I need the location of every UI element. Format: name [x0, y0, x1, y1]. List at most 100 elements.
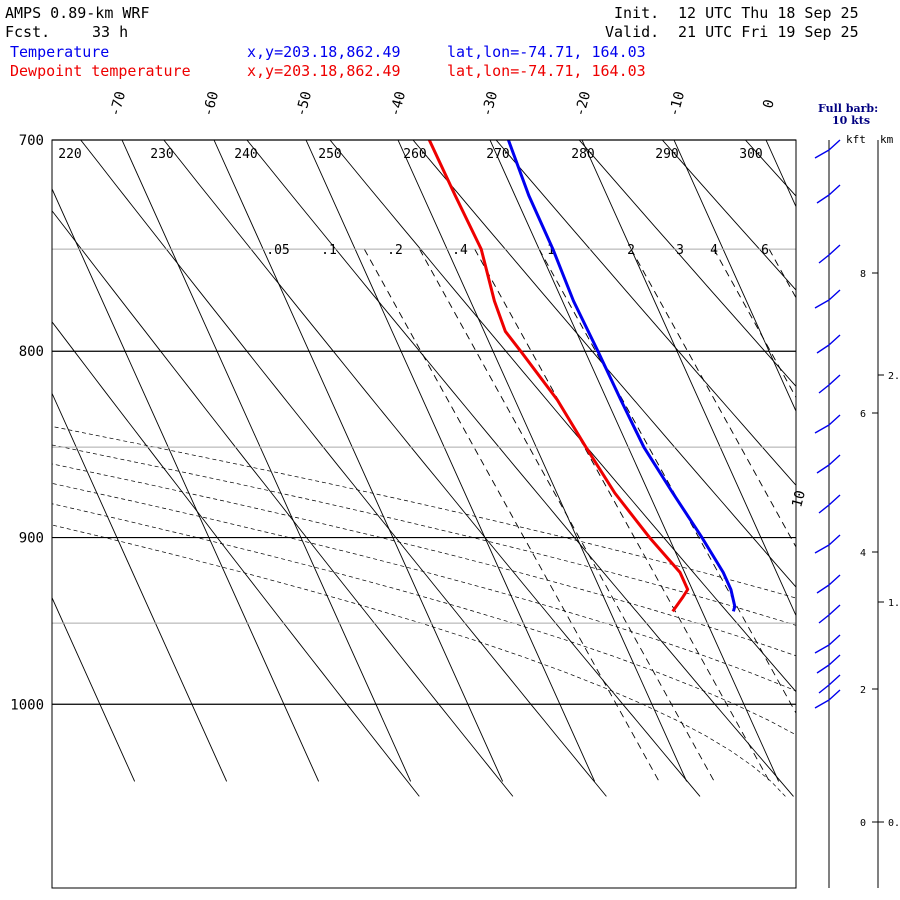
- mixing-ratio-line: [713, 248, 796, 399]
- temperature-label: 0: [760, 98, 778, 110]
- fcst-value: 33 h: [92, 23, 129, 41]
- moist-adiabat: [52, 524, 786, 797]
- isotherm: [673, 140, 796, 413]
- wind-barb: [814, 644, 830, 654]
- moist-adiabat: [52, 503, 796, 736]
- theta-label: 300: [739, 147, 762, 162]
- isotherm: [397, 140, 688, 782]
- kft-tick-label: 4: [860, 548, 866, 559]
- height-axis: 8 6 4 2 0 2. 1. 0.: [860, 140, 900, 888]
- mixing-ratio-label: .05: [266, 243, 289, 258]
- valid-label: Valid.: [605, 23, 660, 41]
- isotherm: [52, 392, 228, 782]
- legend-dewpoint-latlon: lat,lon=-74.71, 164.03: [447, 62, 646, 80]
- temperature-label: -60: [200, 90, 222, 119]
- legend-dewpoint-label: Dewpoint temperature: [10, 62, 191, 80]
- kft-label: kft: [846, 133, 866, 146]
- kft-tick-label: 6: [860, 409, 866, 420]
- dewpoint-line: [427, 140, 690, 613]
- wind-barb: [818, 614, 830, 624]
- temperature-label: -50: [293, 90, 315, 119]
- moist-adiabat: [52, 483, 796, 692]
- theta-label: 290: [655, 147, 678, 162]
- temperature-label: -10: [666, 90, 688, 119]
- valid-value: 21 UTC Fri 19 Sep 25: [678, 23, 859, 41]
- dry-adiabat: [412, 140, 796, 588]
- init-value: 12 UTC Thu 18 Sep 25: [678, 4, 859, 22]
- wind-barb-flag: [828, 244, 841, 256]
- dry-adiabat: [80, 140, 607, 797]
- isotherm: [121, 140, 412, 782]
- pressure-tick-label: 800: [19, 344, 44, 360]
- isotherm: [52, 187, 320, 782]
- theta-label: 220: [58, 147, 81, 162]
- theta-label: 260: [403, 147, 426, 162]
- dry-adiabat: [329, 140, 796, 693]
- wind-barb: [814, 424, 830, 434]
- moist-adiabat: [52, 463, 796, 657]
- wind-barb: [814, 544, 830, 554]
- wind-barb-flag: [828, 689, 841, 701]
- wind-barb: [818, 504, 830, 514]
- mixing-ratio-line: [474, 248, 770, 782]
- isotherm: [305, 140, 596, 782]
- init-label: Init.: [614, 4, 660, 22]
- wind-barb: [814, 699, 830, 709]
- legend-temperature-xy: x,y=203.18,862.49: [247, 43, 401, 61]
- wind-barbs: [814, 139, 841, 888]
- isotherm: [489, 140, 780, 782]
- wind-barb: [814, 299, 830, 309]
- theta-label: 270: [486, 147, 509, 162]
- mixing-ratio-label: 2: [627, 243, 635, 258]
- isotherm: [581, 140, 796, 617]
- wind-key-value: 10 kts: [832, 114, 871, 127]
- theta-label: 240: [234, 147, 257, 162]
- dry-adiabat: [890, 117, 900, 796]
- temperature-label: -70: [107, 90, 129, 119]
- wind-barb-flag: [828, 184, 841, 196]
- dry-adiabat: [246, 140, 794, 797]
- dry-adiabat: [744, 140, 796, 197]
- theta-label: 280: [571, 147, 594, 162]
- wind-barb: [818, 684, 830, 694]
- wind-barb: [816, 664, 830, 674]
- dry-adiabat: [578, 140, 796, 388]
- km-tick-label: 2.: [888, 371, 900, 382]
- mixing-ratio-label: .2: [387, 243, 403, 258]
- legend-dewpoint-xy: x,y=203.18,862.49: [247, 62, 401, 80]
- km-tick-label: 0.: [888, 818, 900, 829]
- mixing-ratio-label: .1: [321, 243, 337, 258]
- wind-barb: [818, 384, 830, 394]
- dry-adiabat: [808, 117, 900, 796]
- dry-adiabat: [661, 140, 796, 291]
- mixing-ratio-line: [419, 248, 715, 782]
- mixing-ratio-label: 3: [676, 243, 684, 258]
- wind-barb: [816, 464, 830, 474]
- wind-barb: [816, 344, 830, 354]
- mixing-ratio-line: [363, 248, 660, 782]
- wind-barb-flag: [828, 634, 841, 646]
- temperature-label: 10: [789, 489, 809, 509]
- model-title: AMPS 0.89-km WRF: [5, 4, 150, 22]
- kft-tick-label: 8: [860, 269, 866, 280]
- wind-barb-flag: [828, 534, 841, 546]
- km-label: km: [880, 133, 894, 146]
- isotherm: [52, 596, 136, 782]
- pressure-tick-label: 700: [19, 133, 44, 149]
- legend-temperature-label: Temperature: [10, 43, 110, 61]
- isotherm: [213, 140, 504, 782]
- dry-adiabat: [52, 321, 420, 797]
- kft-tick-label: 0: [860, 818, 866, 829]
- mixing-ratio-line: [768, 248, 796, 299]
- theta-label: 250: [318, 147, 341, 162]
- wind-barb-flag: [828, 674, 841, 686]
- temperature-label: -20: [572, 90, 594, 119]
- wind-barb: [816, 194, 830, 204]
- temperature-line: [506, 140, 737, 612]
- km-tick-label: 1.: [888, 598, 900, 609]
- moist-adiabat: [52, 444, 796, 626]
- wind-barb-flag: [828, 374, 841, 386]
- isotherm: [0, 140, 43, 781]
- wind-barb-flag: [828, 604, 841, 616]
- mixing-ratio-line: [870, 249, 900, 781]
